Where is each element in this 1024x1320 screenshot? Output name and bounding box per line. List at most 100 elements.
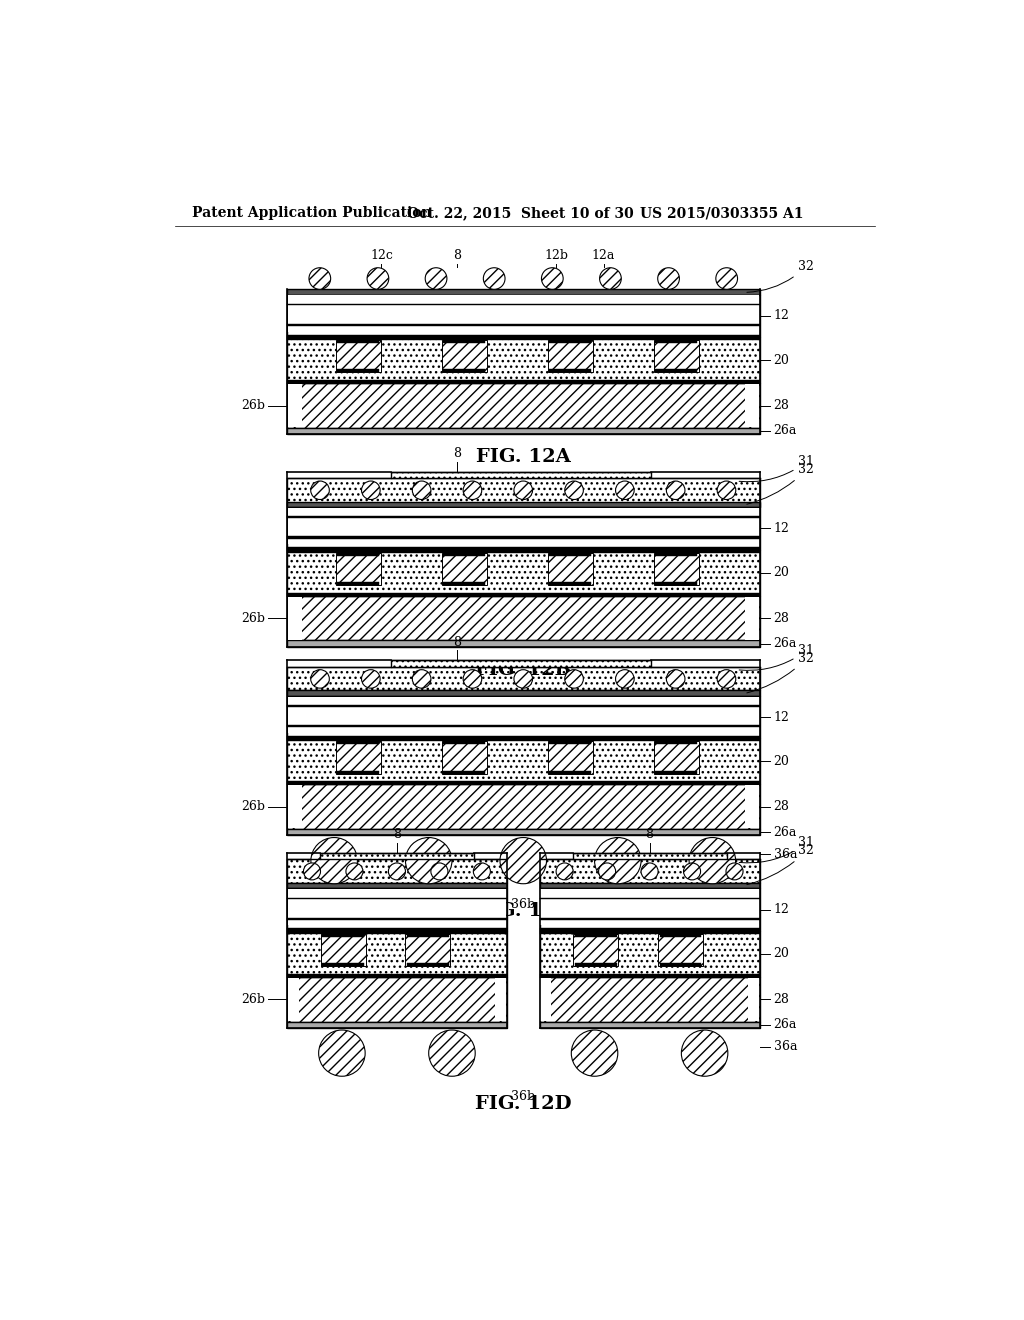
- Bar: [572, 853, 727, 859]
- Text: 26a: 26a: [773, 1018, 797, 1031]
- Circle shape: [600, 268, 622, 289]
- Bar: [549, 582, 591, 585]
- Text: FIG. 12C: FIG. 12C: [475, 903, 570, 920]
- Bar: [655, 341, 697, 343]
- Bar: [540, 931, 760, 977]
- Text: 28: 28: [773, 611, 790, 624]
- Bar: [337, 582, 379, 585]
- Circle shape: [429, 1030, 475, 1076]
- Bar: [441, 742, 486, 774]
- Circle shape: [361, 480, 380, 499]
- Bar: [540, 977, 760, 1022]
- Bar: [287, 928, 507, 931]
- Bar: [288, 697, 759, 706]
- Bar: [549, 370, 591, 372]
- Text: FIG. 12B: FIG. 12B: [475, 661, 571, 678]
- Bar: [288, 890, 506, 899]
- Circle shape: [311, 838, 357, 884]
- Bar: [287, 640, 760, 647]
- Bar: [549, 341, 591, 343]
- Bar: [287, 917, 507, 920]
- Text: 26a: 26a: [773, 638, 797, 649]
- Text: 12: 12: [773, 521, 790, 535]
- Bar: [655, 553, 697, 556]
- Bar: [288, 384, 302, 428]
- Text: 32: 32: [746, 463, 814, 504]
- Text: US 2015/0303355 A1: US 2015/0303355 A1: [640, 206, 803, 220]
- Circle shape: [309, 268, 331, 289]
- Circle shape: [681, 1030, 728, 1076]
- Bar: [540, 859, 760, 883]
- Text: 8: 8: [393, 829, 401, 841]
- Text: 32: 32: [746, 260, 814, 292]
- Circle shape: [615, 669, 634, 688]
- Text: FIG. 12D: FIG. 12D: [475, 1096, 571, 1113]
- Bar: [541, 919, 759, 925]
- Bar: [287, 304, 760, 305]
- Text: FIG. 12A: FIG. 12A: [476, 449, 570, 466]
- Text: Oct. 22, 2015  Sheet 10 of 30: Oct. 22, 2015 Sheet 10 of 30: [407, 206, 634, 220]
- Text: 28: 28: [773, 800, 790, 813]
- Circle shape: [641, 863, 658, 880]
- Bar: [548, 341, 593, 372]
- Text: 12b: 12b: [545, 249, 568, 263]
- Bar: [540, 917, 760, 920]
- Circle shape: [595, 838, 641, 884]
- Bar: [287, 667, 760, 690]
- Circle shape: [667, 669, 685, 688]
- Bar: [287, 548, 760, 549]
- Circle shape: [463, 669, 481, 688]
- Bar: [287, 705, 760, 706]
- Bar: [287, 690, 760, 696]
- Bar: [287, 829, 760, 836]
- Circle shape: [571, 1030, 617, 1076]
- Bar: [287, 888, 507, 931]
- Circle shape: [346, 863, 362, 880]
- Circle shape: [413, 480, 431, 499]
- Text: 20: 20: [773, 755, 790, 768]
- Text: 8: 8: [453, 636, 461, 649]
- Bar: [288, 508, 759, 517]
- Bar: [288, 597, 302, 640]
- Bar: [287, 380, 760, 384]
- Circle shape: [716, 268, 737, 289]
- Bar: [443, 582, 485, 585]
- Bar: [337, 370, 379, 372]
- Bar: [287, 784, 760, 829]
- Bar: [288, 785, 302, 829]
- Bar: [441, 341, 486, 372]
- Bar: [287, 549, 760, 553]
- Text: 26b: 26b: [242, 800, 265, 813]
- Bar: [659, 964, 701, 966]
- Bar: [573, 933, 618, 966]
- Text: 31: 31: [739, 644, 814, 671]
- Circle shape: [367, 268, 389, 289]
- Circle shape: [565, 669, 584, 688]
- Bar: [323, 964, 365, 966]
- Circle shape: [599, 863, 615, 880]
- Bar: [287, 507, 760, 549]
- Bar: [540, 974, 760, 978]
- Circle shape: [500, 838, 547, 884]
- Bar: [655, 742, 697, 744]
- Bar: [287, 294, 760, 337]
- Text: 36b: 36b: [511, 1090, 536, 1104]
- Text: 28: 28: [773, 993, 790, 1006]
- Bar: [287, 737, 760, 738]
- Bar: [541, 890, 759, 899]
- Text: 20: 20: [773, 566, 790, 579]
- Text: 20: 20: [773, 354, 790, 367]
- Bar: [407, 933, 449, 937]
- Bar: [540, 883, 760, 888]
- Bar: [496, 978, 506, 1020]
- Bar: [336, 341, 381, 372]
- Text: Patent Application Publication: Patent Application Publication: [191, 206, 431, 220]
- Text: 32: 32: [746, 652, 814, 693]
- Bar: [288, 296, 759, 305]
- Circle shape: [542, 268, 563, 289]
- Bar: [548, 553, 593, 585]
- Circle shape: [657, 268, 679, 289]
- Circle shape: [431, 863, 447, 880]
- Bar: [549, 553, 591, 556]
- Bar: [287, 536, 760, 539]
